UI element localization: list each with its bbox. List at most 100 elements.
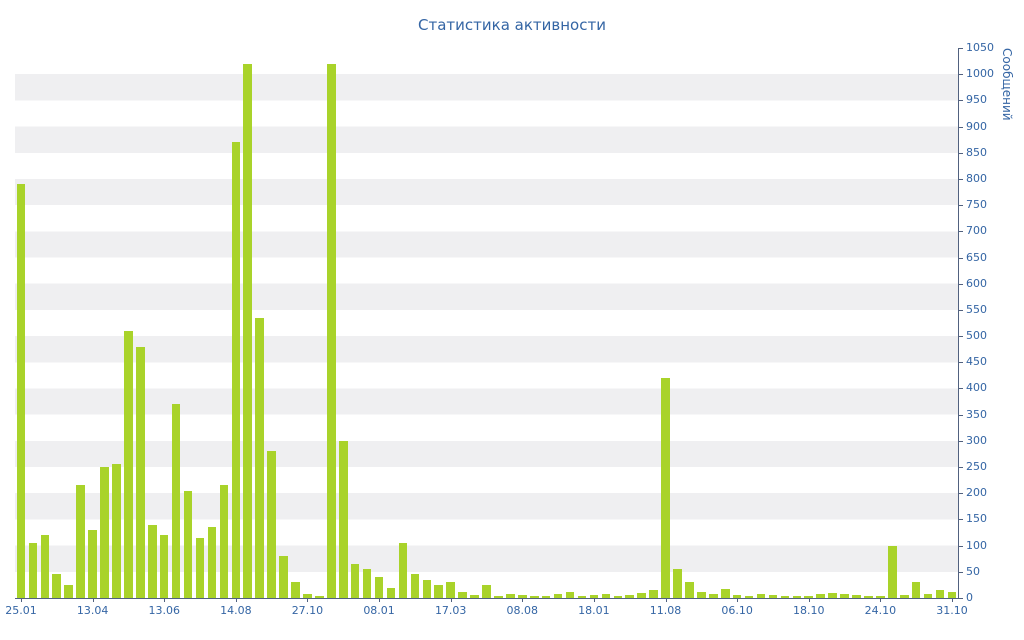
bar: [112, 464, 121, 598]
bar: [16, 184, 26, 598]
bar: [207, 527, 217, 598]
bar: [267, 451, 276, 598]
bar: [159, 535, 169, 598]
y-tick-label: 550: [966, 302, 987, 316]
y-tick-label: 500: [966, 329, 987, 343]
bar: [506, 593, 515, 598]
bar: [327, 63, 336, 598]
x-tick-label: 18.01: [578, 604, 610, 617]
bar: [446, 582, 455, 598]
y-tick: [958, 493, 963, 495]
x-tick: [235, 598, 237, 602]
x-tick: [593, 598, 595, 602]
y-tick-label: 750: [966, 198, 987, 212]
x-tick-label: 18.10: [793, 604, 825, 617]
x-tick-label: 25.01: [5, 604, 37, 617]
x-tick-label: 13.04: [76, 604, 109, 617]
bar: [732, 594, 742, 598]
bar: [673, 569, 682, 598]
bar: [816, 593, 825, 598]
bar: [255, 317, 264, 598]
bar: [398, 543, 408, 598]
y-tick: [958, 598, 963, 599]
x-tick: [307, 598, 309, 602]
y-tick-label: 400: [966, 381, 987, 395]
y-tick: [958, 519, 963, 521]
bar: [219, 485, 229, 598]
bar: [434, 584, 444, 598]
y-tick-label: 450: [966, 355, 987, 369]
y-tick-label: 300: [966, 433, 987, 447]
x-tick-label: 31.10: [936, 604, 968, 617]
bar: [243, 63, 253, 598]
bar: [876, 596, 885, 598]
x-tick-label: 14.08: [220, 604, 252, 617]
plot-area: [15, 48, 958, 598]
bar: [64, 584, 73, 598]
x-tick: [737, 598, 739, 602]
bar: [40, 535, 50, 598]
bar: [494, 595, 503, 598]
x-tick: [92, 598, 94, 602]
bar: [124, 330, 133, 598]
bar: [338, 440, 348, 598]
bar: [362, 569, 372, 598]
y-tick-label: 200: [966, 486, 987, 500]
y-tick-label: 700: [966, 224, 987, 238]
y-tick: [958, 257, 963, 259]
bar: [828, 592, 837, 598]
bar: [661, 378, 670, 598]
y-tick: [958, 74, 963, 76]
y-tick: [958, 126, 963, 128]
y-tick-label: 900: [966, 119, 987, 133]
y-tick: [958, 231, 963, 233]
y-tick-label: 600: [966, 276, 987, 290]
x-tick: [379, 598, 381, 602]
y-axis-line: [958, 48, 959, 599]
x-tick-label: 13.06: [148, 604, 180, 617]
bar: [303, 593, 312, 598]
bar: [88, 529, 97, 598]
x-tick: [450, 598, 452, 602]
bar: [589, 595, 599, 598]
bar: [350, 563, 360, 598]
y-tick: [958, 309, 963, 311]
x-tick: [20, 598, 22, 602]
y-tick-label: 350: [966, 407, 987, 421]
bar: [792, 596, 802, 598]
chart-title: Статистика активности: [418, 16, 606, 34]
bar: [565, 591, 575, 598]
y-tick: [958, 362, 963, 364]
bar: [136, 346, 145, 598]
y-tick: [958, 100, 963, 102]
bar: [804, 595, 814, 598]
bar: [541, 596, 551, 598]
bar: [171, 404, 181, 598]
y-tick-label: 950: [966, 93, 987, 107]
bar: [529, 595, 539, 598]
bar: [147, 524, 157, 598]
y-tick: [958, 152, 963, 154]
bar: [52, 574, 62, 598]
x-tick-label: 11.08: [649, 604, 682, 617]
x-tick: [880, 598, 882, 602]
bar: [637, 592, 646, 598]
bar: [649, 590, 658, 598]
y-tick-label: 100: [966, 538, 987, 552]
bar: [470, 595, 479, 598]
y-tick: [958, 336, 963, 338]
x-tick-label: 24.10: [864, 604, 897, 617]
bar: [386, 587, 396, 598]
bar: [28, 543, 38, 598]
bar: [768, 595, 778, 598]
y-tick-label: 650: [966, 250, 987, 264]
x-tick-label: 17.03: [434, 604, 467, 617]
bar: [780, 595, 790, 598]
bars-container: [15, 48, 958, 598]
bar: [76, 485, 85, 598]
bar: [923, 593, 933, 598]
bar: [744, 595, 754, 598]
y-tick: [958, 440, 963, 442]
bar: [458, 591, 467, 598]
bar: [935, 590, 945, 598]
